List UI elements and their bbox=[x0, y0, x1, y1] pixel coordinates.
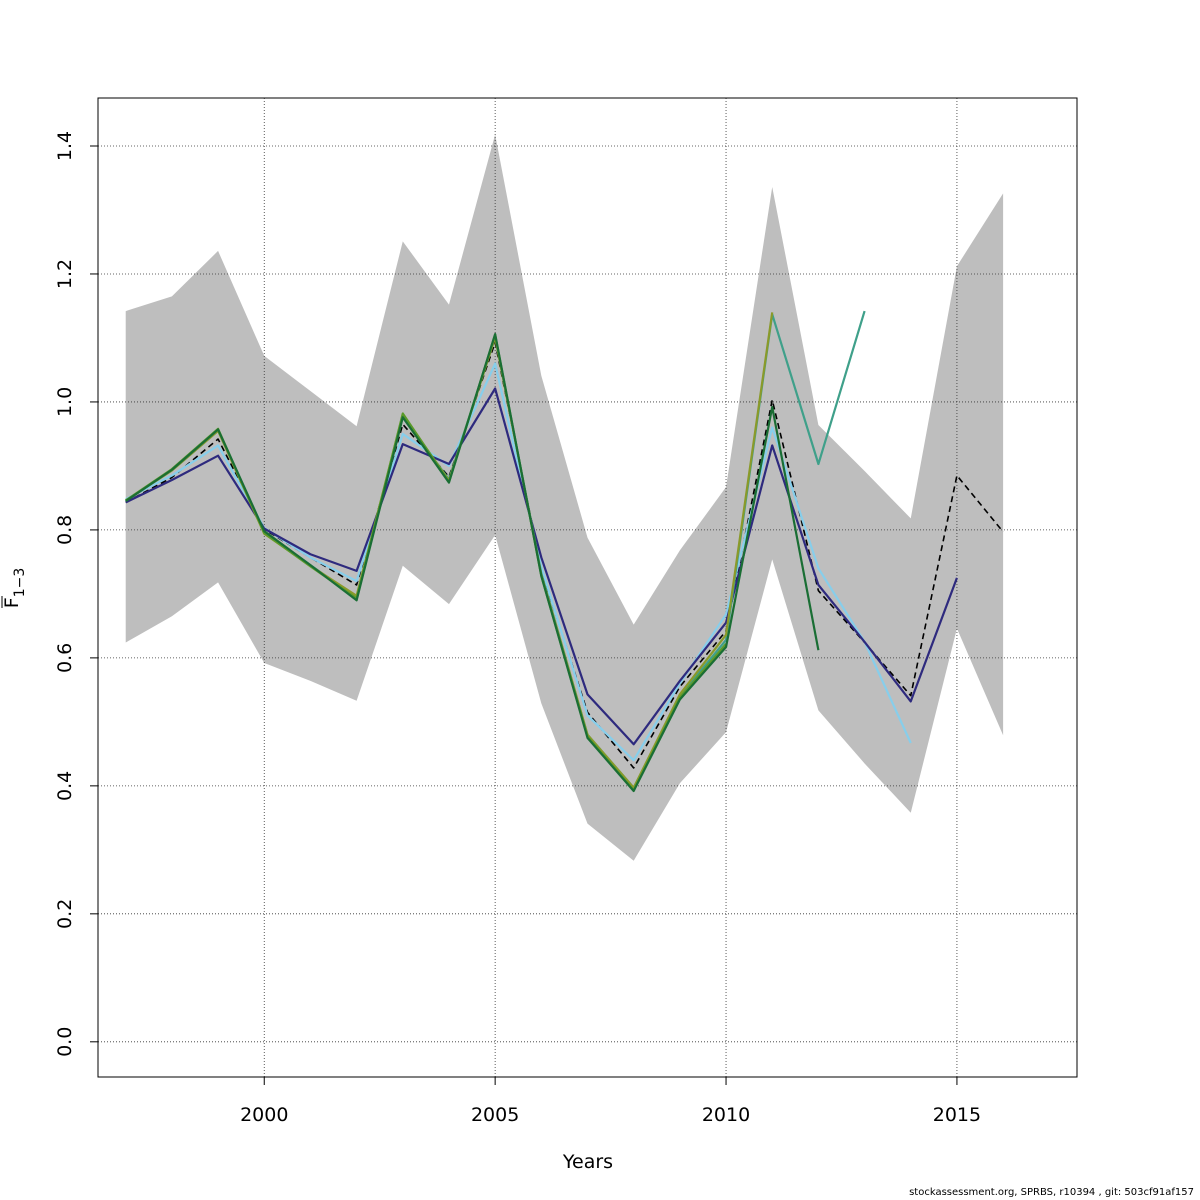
y-axis-title-main: F bbox=[1, 597, 23, 608]
y-axis-title: F1−3 bbox=[1, 568, 28, 608]
svg-text:F1−3: F1−3 bbox=[1, 568, 28, 608]
x-axis-title: Years bbox=[562, 1151, 613, 1173]
confidence-band-layer bbox=[125, 134, 1004, 861]
x-tick-label: 2010 bbox=[702, 1104, 750, 1126]
y-axis-title-subscript: 1−3 bbox=[12, 568, 28, 598]
y-tick-label: 0.2 bbox=[54, 899, 76, 929]
confidence-band bbox=[125, 134, 1004, 861]
x-tick-label: 2000 bbox=[240, 1104, 288, 1126]
series-line-7 bbox=[125, 333, 820, 793]
y-tick-label: 1.4 bbox=[54, 131, 76, 161]
y-tick-label: 0.6 bbox=[54, 643, 76, 673]
y-tick-label: 0.8 bbox=[54, 515, 76, 545]
footer-credit: stockassessment.org, SPRBS, r10394 , git… bbox=[909, 1187, 1194, 1198]
axis-layer: 2000 2005 2010 2015 0.0 0.2 0.4 0.6 0.8 1.0 1.2 1.4 bbox=[54, 131, 981, 1126]
plot-frame bbox=[97, 97, 1078, 1078]
x-tick-label: 2005 bbox=[471, 1104, 519, 1126]
y-tick-label: 1.0 bbox=[54, 387, 76, 417]
series-layer bbox=[125, 310, 1004, 793]
x-tick-label: 2015 bbox=[933, 1104, 981, 1126]
grid-layer bbox=[98, 98, 1077, 1077]
y-tick-label: 1.2 bbox=[54, 259, 76, 289]
y-tick-label: 0.0 bbox=[54, 1027, 76, 1057]
y-tick-label: 0.4 bbox=[54, 771, 76, 801]
